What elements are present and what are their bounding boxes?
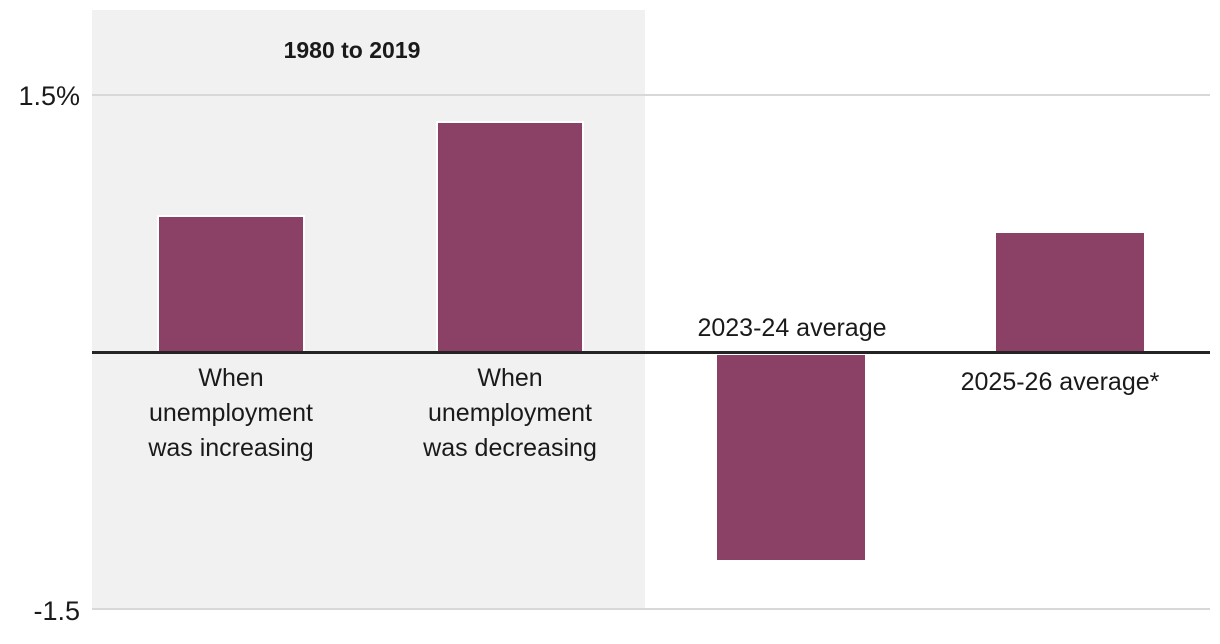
bar-4 [996, 232, 1144, 353]
y-tick-label-top: 1.5% [18, 81, 80, 111]
bar-label-unemployment-decreasing: When unemployment was decreasing [423, 364, 597, 462]
bar-3 [717, 354, 865, 561]
bar-label-2025-26-average: 2025-26 average* [960, 368, 1160, 396]
bar-2 [436, 121, 584, 353]
zero-baseline [92, 351, 1210, 354]
bar-label-unemployment-increasing: When unemployment was increasing [148, 364, 314, 462]
period-group-label: 1980 to 2019 [283, 37, 421, 63]
y-tick-label-bottom: -1.5 [33, 596, 80, 626]
bar-1 [157, 215, 305, 353]
gridline-minus-1.5 [92, 608, 1210, 610]
bar-label-2023-24-average: 2023-24 average [697, 314, 887, 342]
gridline-1.5 [92, 94, 1210, 96]
